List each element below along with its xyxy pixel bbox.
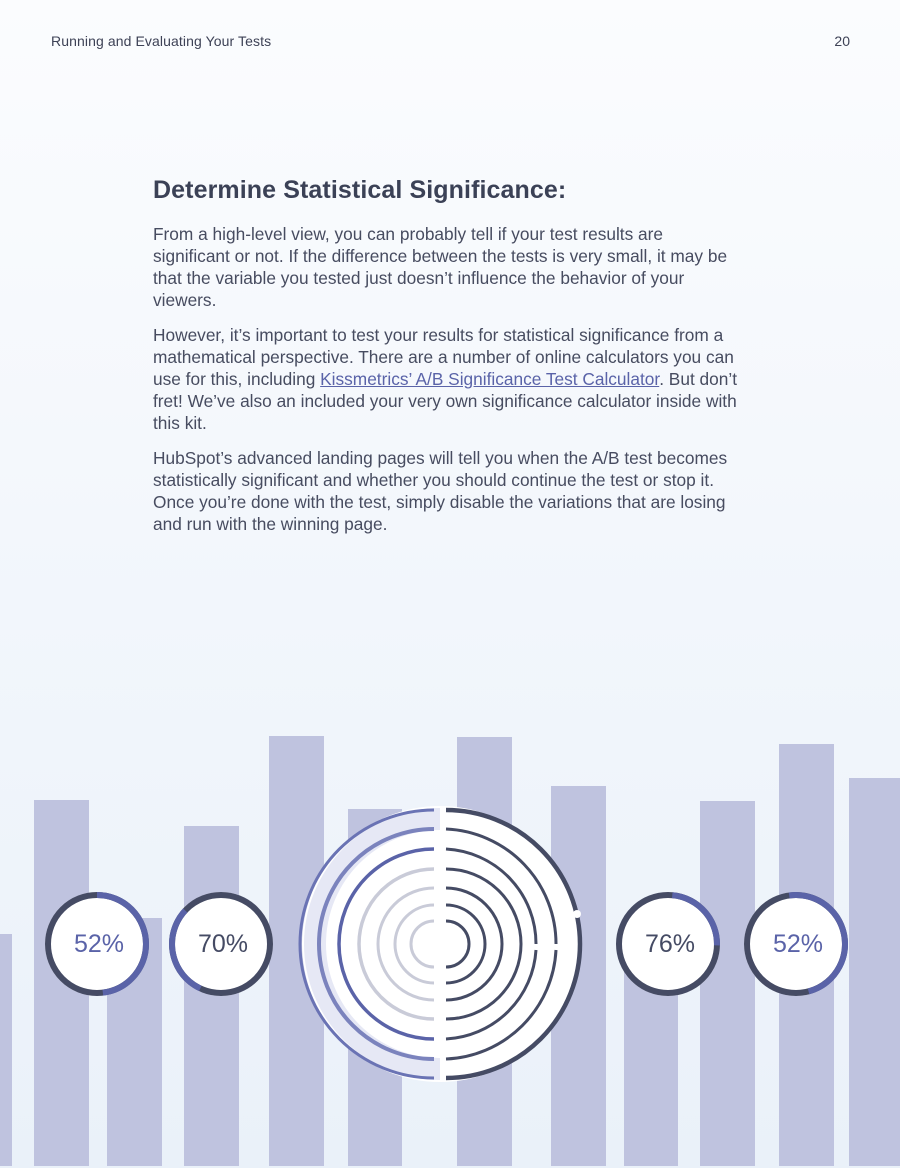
- concentric-target-graphic: [298, 806, 583, 1082]
- bar: [700, 801, 755, 1166]
- gauge-progress-arc: [616, 892, 720, 997]
- gauge-progress-arc: [169, 892, 274, 996]
- paragraph-2-before-link: However, it’s important to test your res…: [153, 325, 734, 389]
- target-arc: [357, 867, 435, 1021]
- gauge: 52%: [744, 892, 848, 997]
- gauge-background: [744, 892, 848, 996]
- target-arc: [393, 903, 435, 985]
- target-arc: [337, 847, 435, 1041]
- gauge-progress-arc: [744, 892, 848, 997]
- target-arc: [317, 827, 435, 1061]
- gauge-background: [169, 892, 273, 996]
- article-body: Determine Statistical Significance: From…: [153, 176, 753, 548]
- gauge-label: 76%: [645, 930, 695, 958]
- target-arc: [445, 919, 471, 969]
- gauge: 52%: [45, 892, 149, 996]
- kissmetrics-calculator-link[interactable]: Kissmetrics’ A/B Significance Test Calcu…: [320, 369, 660, 389]
- target-arc: [445, 807, 583, 1081]
- target-arc: [445, 949, 538, 1041]
- target-arc: [298, 808, 435, 1080]
- target-arc: [445, 949, 558, 1061]
- gauge-label: 70%: [198, 930, 248, 958]
- page-number: 20: [834, 33, 850, 49]
- paragraph-2: However, it’s important to test your res…: [153, 324, 743, 434]
- target-arc: [445, 886, 504, 1002]
- gauge-progress-arc: [45, 892, 149, 996]
- target-arc: [376, 886, 435, 1002]
- target-arc: [445, 903, 487, 985]
- gauges: 52% 70% 76% 52%: [45, 892, 848, 997]
- target-arc: [445, 867, 523, 1021]
- gauge-label: 52%: [74, 930, 124, 958]
- bar: [184, 826, 239, 1166]
- target-white-core-left: [326, 830, 440, 1058]
- paragraph-3: HubSpot’s advanced landing pages will te…: [153, 448, 728, 534]
- paragraph-2-after-link: . But don’t fret! We’ve also an included…: [153, 369, 738, 433]
- target-arc: [409, 919, 435, 969]
- bar: [849, 778, 900, 1166]
- gauge-label: 52%: [773, 930, 823, 958]
- gauge: 76%: [616, 892, 720, 997]
- gauge-background: [45, 892, 149, 996]
- target-arc: [445, 847, 538, 945]
- article-heading: Determine Statistical Significance:: [153, 176, 567, 204]
- gauge-background: [616, 892, 720, 996]
- target-dot: [573, 910, 581, 918]
- section-title: Running and Evaluating Your Tests: [51, 33, 272, 49]
- bar: [0, 934, 12, 1166]
- target-arc: [445, 827, 558, 945]
- gauge: 70%: [169, 892, 274, 996]
- paragraph-1: From a high-level view, you can probably…: [153, 224, 728, 310]
